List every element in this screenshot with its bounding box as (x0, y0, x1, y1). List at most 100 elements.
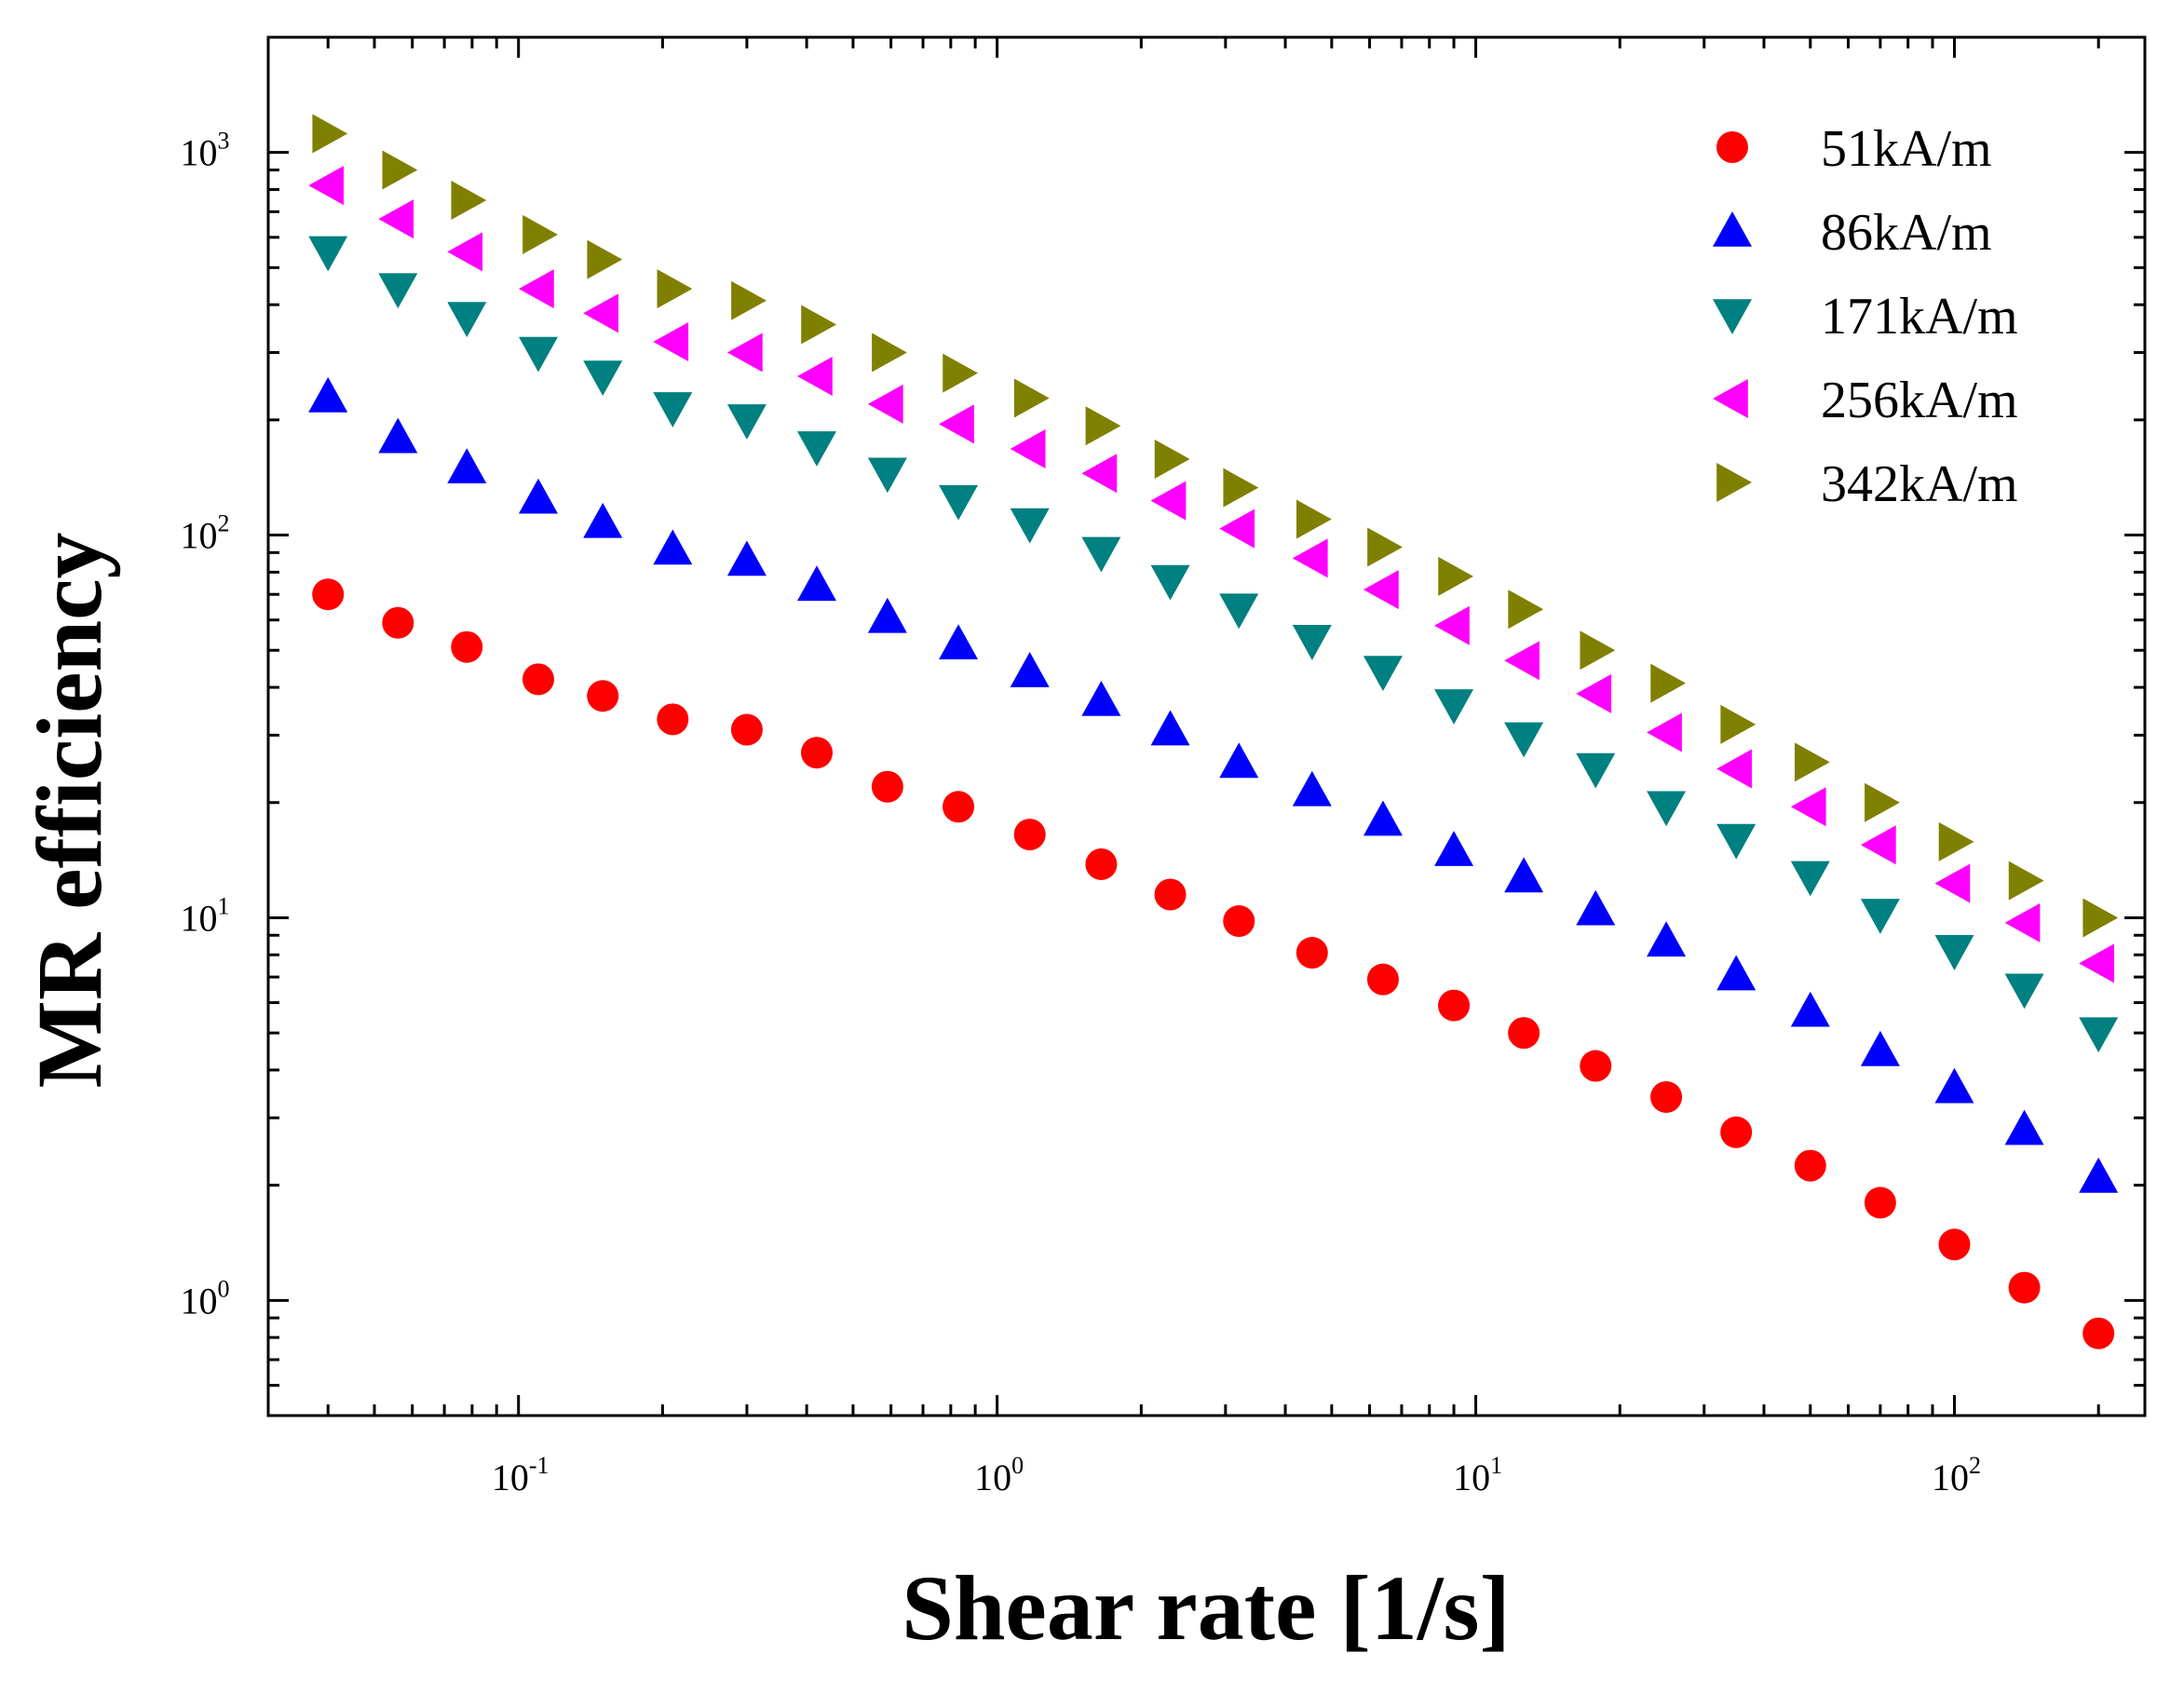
data-point (587, 680, 619, 712)
series-3 (308, 236, 2119, 1053)
data-point (726, 540, 766, 576)
data-point (1647, 712, 1682, 752)
y-tick-label: 100 (181, 1275, 230, 1322)
data-point (1010, 428, 1046, 468)
data-point (1081, 536, 1121, 573)
data-point (2004, 973, 2044, 1010)
data-point (1790, 861, 1830, 897)
y-axis-tick-labels: 100 101 102 103 (181, 128, 230, 1322)
legend: 51kA/m 86kA/m 171kA/m 256kA/m 342kA/m (1713, 120, 2018, 513)
legend-label: 51kA/m (1821, 120, 1992, 178)
data-point (1508, 1017, 1540, 1050)
legend-item: 86kA/m (1713, 204, 1992, 262)
data-point (1363, 570, 1399, 610)
data-point (939, 624, 979, 660)
data-point (1438, 556, 1474, 596)
legend-marker (1713, 299, 1752, 334)
data-point (518, 269, 554, 309)
data-point (653, 322, 689, 362)
data-point (1794, 1149, 1826, 1182)
data-point (1865, 782, 1900, 822)
data-point (1720, 1116, 1753, 1148)
data-point (1366, 963, 1399, 996)
data-point (451, 630, 483, 663)
data-point (1790, 991, 1830, 1027)
data-point (1716, 823, 1757, 860)
data-point (1150, 710, 1190, 746)
data-point (1716, 955, 1757, 991)
data-point (1219, 593, 1259, 630)
data-point (1010, 508, 1050, 544)
legend-label: 86kA/m (1821, 204, 1992, 262)
data-point (867, 597, 907, 633)
legend-item: 342kA/m (1716, 455, 2018, 513)
data-point (587, 239, 623, 279)
data-point (1647, 791, 1687, 827)
data-point (1434, 605, 1470, 645)
data-point (1650, 663, 1687, 703)
data-point (1860, 825, 1896, 865)
y-tick-label: 101 (181, 892, 230, 939)
data-point (1438, 989, 1471, 1022)
data-point (308, 376, 348, 413)
x-tick-label: 10-1 (492, 1452, 549, 1498)
legend-marker (1716, 131, 1748, 163)
data-point (1367, 527, 1403, 567)
data-point (1085, 406, 1121, 446)
y-tick-label: 102 (181, 510, 230, 557)
data-point (1219, 742, 1259, 779)
x-tick-label: 101 (1453, 1452, 1502, 1498)
data-point (447, 232, 483, 272)
data-point (1150, 481, 1187, 521)
data-point (1150, 564, 1190, 601)
data-point (447, 448, 487, 484)
data-point (1934, 863, 1971, 903)
data-point (1938, 821, 1974, 861)
data-point (653, 529, 693, 565)
data-point (1363, 800, 1403, 836)
series-4 (308, 166, 2114, 983)
data-point (1860, 899, 1900, 934)
data-point (1504, 722, 1544, 758)
data-point (1292, 538, 1328, 578)
data-point (1860, 1030, 1900, 1066)
data-point (382, 606, 414, 639)
data-point (1081, 454, 1118, 494)
data-point (583, 360, 623, 397)
data-point (797, 431, 837, 467)
series-1 (312, 578, 2115, 1349)
data-point (1504, 641, 1540, 681)
legend-item: 51kA/m (1716, 120, 1992, 178)
data-point (1219, 508, 1255, 549)
data-point (657, 703, 689, 736)
data-point (1154, 439, 1190, 479)
data-point (522, 663, 554, 696)
x-tick-label: 102 (1932, 1452, 1981, 1498)
data-point (2008, 1271, 2041, 1304)
data-point (943, 791, 975, 823)
legend-label: 256kA/m (1821, 372, 2018, 429)
data-point (2008, 861, 2044, 901)
data-point (1580, 1050, 1612, 1082)
data-point (447, 302, 487, 338)
data-point (1580, 630, 1616, 671)
data-point (1790, 787, 1826, 827)
data-point (378, 199, 414, 239)
legend-label: 171kA/m (1821, 288, 2018, 346)
data-point (522, 214, 558, 254)
data-point (943, 353, 979, 393)
data-point (1934, 935, 1974, 970)
data-point (2004, 902, 2041, 942)
data-point (1154, 878, 1187, 911)
data-point (1576, 752, 1616, 789)
data-point (1223, 468, 1259, 508)
data-point (1576, 889, 1616, 926)
legend-item: 256kA/m (1713, 372, 2018, 429)
y-axis-title: MR efficiency (18, 533, 121, 1089)
legend-item: 171kA/m (1713, 288, 2018, 346)
data-point (1434, 689, 1474, 725)
data-point (726, 332, 763, 373)
data-point (583, 293, 619, 333)
data-point (871, 770, 903, 803)
data-point (1085, 847, 1118, 880)
